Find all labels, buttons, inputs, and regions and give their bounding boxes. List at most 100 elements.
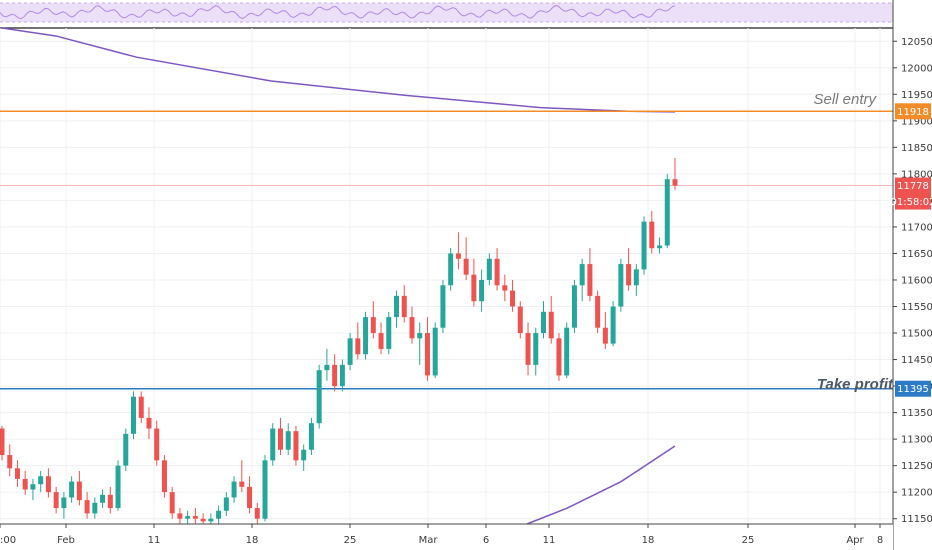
- candle: [525, 322, 531, 376]
- price-tags: 11918 11395 11778 01:58:02: [891, 103, 932, 397]
- candle: [587, 248, 593, 302]
- candle: [223, 492, 229, 517]
- candle: [177, 508, 183, 524]
- y-tick-label: 12050: [901, 37, 932, 48]
- candle: [502, 274, 508, 302]
- candle: [53, 486, 59, 514]
- candle: [618, 258, 624, 312]
- countdown-label: 01:58:02: [891, 197, 932, 208]
- x-tick-label: 18: [642, 535, 655, 546]
- candle: [455, 232, 461, 270]
- x-tick-label: 25: [742, 535, 755, 546]
- candle: [308, 417, 314, 456]
- y-tick-label: 11350: [901, 408, 932, 419]
- candle: [301, 444, 307, 471]
- candle: [533, 327, 539, 376]
- candle: [649, 211, 655, 254]
- y-tick-label: 12000: [901, 63, 932, 74]
- candle: [355, 322, 361, 360]
- candle: [494, 248, 500, 291]
- candle: [270, 423, 276, 466]
- candle: [131, 391, 137, 440]
- time-axis[interactable]: [0, 524, 893, 550]
- candle: [556, 333, 562, 381]
- candle: [100, 489, 106, 509]
- y-tick-label: 11250: [901, 461, 932, 472]
- y-tick-label: 11850: [901, 143, 932, 154]
- candle: [471, 258, 477, 307]
- candle: [479, 269, 485, 312]
- y-tick-label: 11550: [901, 302, 932, 313]
- candle: [277, 417, 283, 456]
- candle: [347, 333, 353, 371]
- time-axis-ticks: :00 Feb 11 18 25 Mar 6 11 18 25 Apr 8: [0, 524, 883, 546]
- candle: [138, 391, 144, 424]
- y-tick-label: 11600: [901, 275, 932, 286]
- take-profit-label[interactable]: Take profit: [817, 376, 894, 393]
- candle: [200, 513, 206, 524]
- candle: [69, 476, 75, 503]
- x-tick-label: 25: [344, 535, 357, 546]
- candle: [38, 470, 44, 493]
- candle: [332, 354, 338, 392]
- candle: [486, 253, 492, 286]
- y-tick-label: 11500: [901, 329, 932, 340]
- candle: [571, 279, 577, 334]
- candle: [510, 279, 516, 312]
- current-price-label: 11778: [897, 181, 929, 192]
- candle: [231, 476, 237, 503]
- candles: [0, 157, 678, 524]
- sell-entry-label[interactable]: Sell entry: [813, 91, 877, 108]
- candle: [548, 295, 554, 344]
- take-profit-tag: [895, 380, 931, 397]
- ma-upper-line: [1, 27, 676, 113]
- candle: [30, 478, 36, 501]
- candle: [154, 420, 160, 466]
- x-tick-label: Apr: [846, 535, 864, 546]
- sell-entry-tag-label: 11918: [897, 107, 929, 118]
- candle: [262, 455, 268, 522]
- candle: [672, 157, 678, 190]
- x-tick-label: Mar: [419, 535, 439, 546]
- candle: [7, 444, 13, 477]
- current-price-tag: [895, 177, 931, 210]
- grid: [0, 28, 893, 524]
- x-tick-label: 11: [543, 535, 556, 546]
- take-profit-tag-label: 11395: [897, 384, 929, 395]
- candle: [61, 492, 67, 519]
- candle: [254, 502, 260, 524]
- y-tick-label: 11650: [901, 249, 932, 260]
- x-tick-label: 11: [148, 535, 161, 546]
- candle: [424, 317, 430, 381]
- candle: [595, 290, 601, 334]
- candle: [316, 364, 322, 429]
- candle: [76, 470, 82, 506]
- candle: [626, 248, 632, 291]
- candle: [378, 322, 384, 355]
- x-tick-label: :00: [0, 535, 16, 546]
- y-tick-label: 11450: [901, 355, 932, 366]
- candle: [440, 279, 446, 334]
- candle: [45, 468, 51, 498]
- sell-entry-tag: [895, 103, 931, 120]
- y-tick-label: 11800: [901, 169, 932, 180]
- candle: [92, 497, 98, 519]
- candle: [579, 258, 585, 302]
- candle: [146, 407, 152, 440]
- candle: [185, 510, 191, 524]
- y-tick-label: 11200: [901, 488, 932, 499]
- x-tick-label: Feb: [57, 535, 75, 546]
- candle: [293, 425, 299, 466]
- y-tick-label: 11150: [901, 514, 932, 525]
- candle: [394, 290, 400, 328]
- x-tick-label: 18: [246, 535, 259, 546]
- candle: [564, 322, 570, 379]
- rsi-panel: [0, 0, 893, 26]
- candle: [247, 476, 253, 514]
- candle: [417, 322, 423, 365]
- candle: [339, 359, 345, 392]
- horizontal-levels: [0, 110, 893, 390]
- candle: [664, 173, 670, 249]
- candle: [517, 301, 523, 339]
